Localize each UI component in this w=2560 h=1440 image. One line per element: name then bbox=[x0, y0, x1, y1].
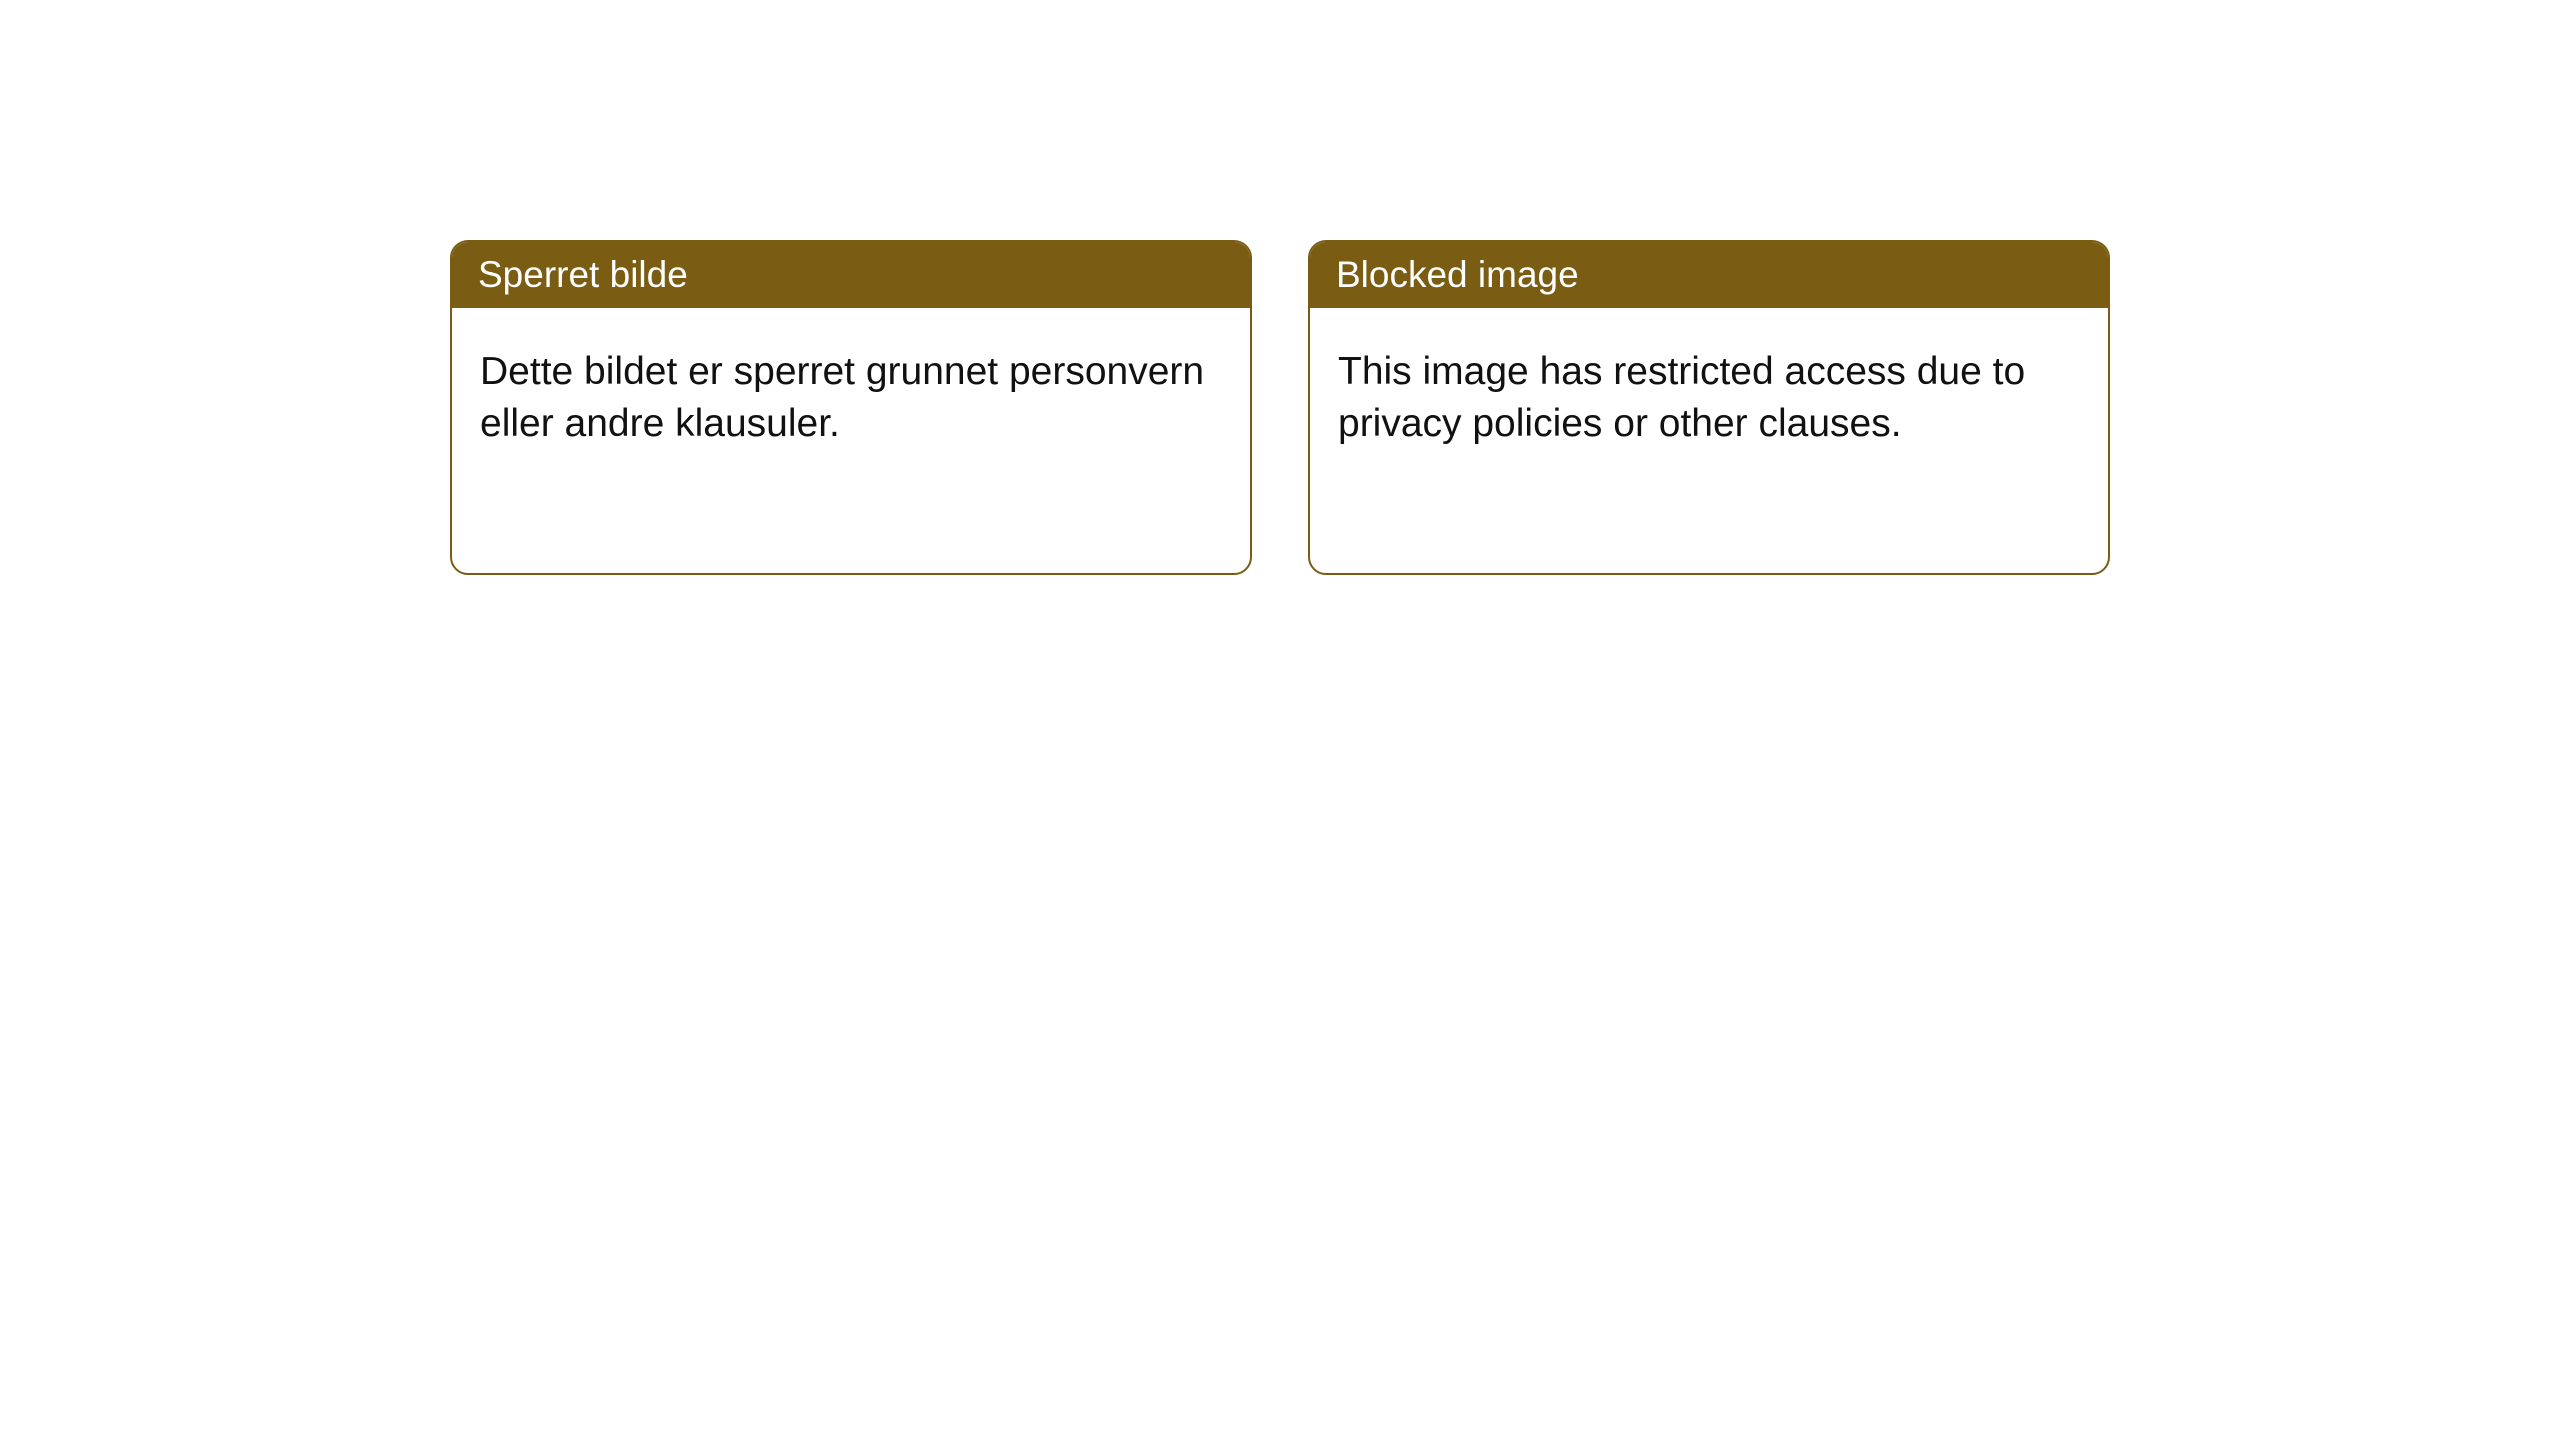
notice-card-norwegian: Sperret bilde Dette bildet er sperret gr… bbox=[450, 240, 1252, 575]
card-header: Blocked image bbox=[1310, 242, 2108, 308]
notice-card-english: Blocked image This image has restricted … bbox=[1308, 240, 2110, 575]
notice-cards-container: Sperret bilde Dette bildet er sperret gr… bbox=[0, 0, 2560, 575]
card-title: Sperret bilde bbox=[478, 254, 688, 295]
card-header: Sperret bilde bbox=[452, 242, 1250, 308]
card-body-text: This image has restricted access due to … bbox=[1338, 350, 2025, 445]
card-body-text: Dette bildet er sperret grunnet personve… bbox=[480, 350, 1204, 445]
card-title: Blocked image bbox=[1336, 254, 1579, 295]
card-body: Dette bildet er sperret grunnet personve… bbox=[452, 308, 1250, 488]
card-body: This image has restricted access due to … bbox=[1310, 308, 2108, 488]
